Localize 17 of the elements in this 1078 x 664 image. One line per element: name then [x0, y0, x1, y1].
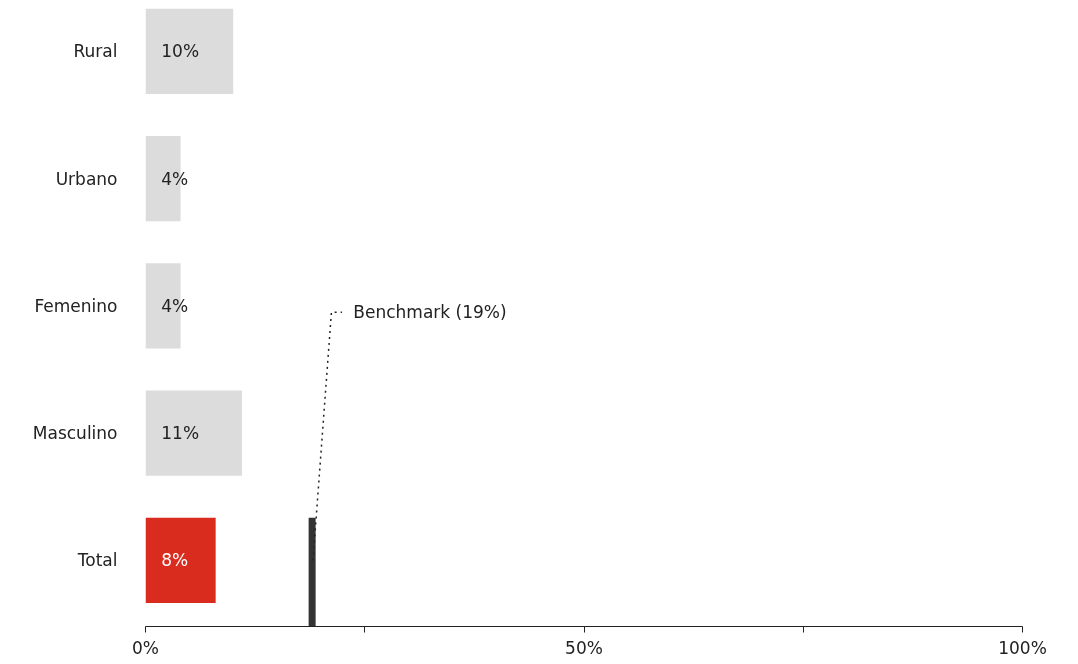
- data-label: 10%: [161, 41, 200, 62]
- x-tick-label: 50%: [565, 637, 603, 658]
- data-label: 11%: [161, 423, 200, 444]
- data-label: 8%: [161, 550, 189, 571]
- y-tick-label: Total: [76, 550, 118, 571]
- data-label: 4%: [161, 168, 189, 189]
- y-tick-label: Rural: [73, 41, 118, 62]
- x-tick-label: 0%: [132, 637, 159, 658]
- y-tick-label: Femenino: [34, 295, 118, 316]
- bar: [145, 390, 242, 476]
- x-tick-label: 100%: [998, 637, 1047, 658]
- data-label: 4%: [161, 295, 189, 316]
- bar: [145, 8, 234, 95]
- y-tick-label: Masculino: [32, 423, 118, 444]
- bar: [145, 517, 216, 603]
- y-tick-label: Urbano: [55, 168, 118, 189]
- ref-line-label: Benchmark (19%): [353, 302, 507, 323]
